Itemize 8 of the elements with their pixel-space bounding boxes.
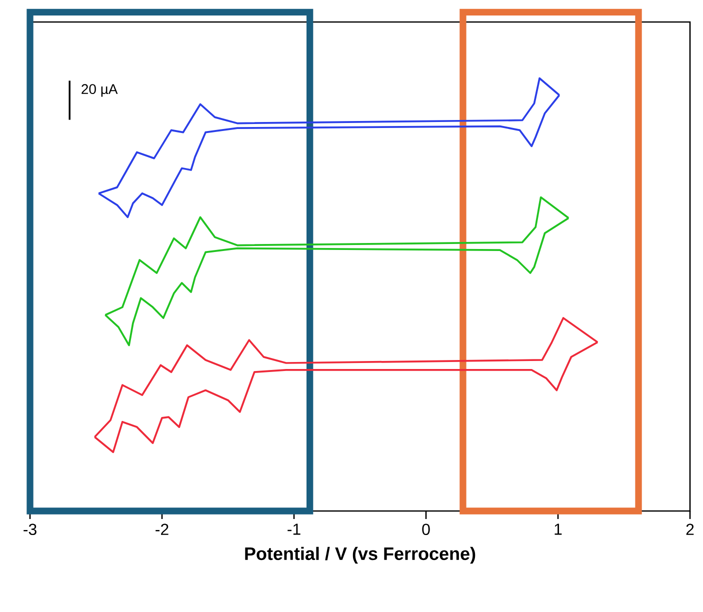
x-tick-label: 0: [422, 524, 430, 536]
x-tick-label: 1: [554, 524, 562, 535]
annotation: 20 µA: [82, 84, 118, 97]
x-tick-label: -1: [288, 524, 300, 535]
x-tick-label: -3: [24, 524, 36, 536]
x-axis-title: Potential / V (vs Ferrocene): [245, 546, 476, 564]
x-tick-label: 2: [686, 524, 694, 535]
x-tick-label: -2: [156, 524, 168, 535]
